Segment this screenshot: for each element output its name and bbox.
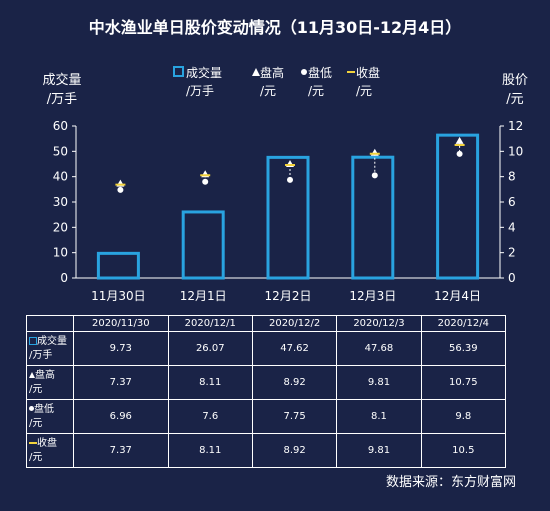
x-tick-label: 12月2日: [265, 289, 312, 303]
table-cell: 7.6: [167, 399, 253, 434]
left-tick-label: 40: [53, 170, 68, 184]
row-label-high: 盘高/元: [26, 365, 74, 400]
legend-unit: /元: [260, 84, 276, 98]
right-tick-label: 6: [508, 195, 516, 209]
legend-dot-icon: [301, 69, 307, 75]
table-row: 成交量/万手 9.73 26.07 47.62 47.68 56.39: [26, 331, 507, 366]
table-cell: 47.62: [251, 331, 338, 366]
table-header: 2020/12/2: [251, 315, 338, 332]
table-row: 盘高/元 7.37 8.11 8.92 9.81 10.75: [26, 365, 507, 400]
legend-unit: /元: [308, 84, 324, 98]
left-tick-label: 30: [53, 195, 68, 209]
right-axis-title: 股价: [502, 73, 528, 88]
legend-unit: /万手: [186, 84, 214, 98]
table-cell: 9.8: [420, 399, 507, 434]
x-tick-label: 12月3日: [349, 289, 396, 303]
legend-label: 盘低: [308, 65, 332, 80]
volume-bar: [266, 155, 310, 280]
triangle-marker-icon: [29, 371, 35, 378]
legend-label: 成交量: [186, 65, 222, 80]
legend-label: 盘高: [260, 65, 284, 80]
table-cell: 26.07: [167, 331, 253, 366]
table-cell: 9.81: [336, 433, 422, 468]
low-point: [202, 178, 209, 185]
box-marker-icon: [29, 336, 37, 345]
right-tick-label: 2: [508, 246, 516, 260]
left-tick-label: 0: [60, 271, 68, 285]
table-header: 2020/12/3: [336, 315, 422, 332]
table-header: 2020/12/1: [167, 315, 253, 332]
legend-label: 收盘: [356, 65, 380, 80]
row-label-low: 盘低/元: [26, 399, 74, 434]
source-note: 数据来源：东方财富网: [385, 475, 516, 490]
low-point: [287, 176, 293, 183]
left-tick-label: 50: [53, 144, 68, 158]
right-tick-label: 8: [508, 170, 516, 184]
legend-triangle-icon: [252, 68, 260, 76]
table-cell: 8.92: [251, 433, 338, 468]
data-table: 2020/11/30 2020/12/1 2020/12/2 2020/12/3…: [26, 315, 507, 468]
dash-marker-icon: [29, 441, 37, 444]
low-point: [456, 150, 463, 157]
table-cell: 7.37: [73, 433, 169, 468]
table-cell: 8.11: [167, 365, 253, 400]
table-cell: 8.11: [167, 433, 253, 468]
high-point: [455, 136, 464, 144]
right-tick-label: 4: [508, 220, 516, 234]
volume-bar: [351, 155, 395, 280]
legend-box-icon: [173, 66, 184, 77]
table-cell: 47.68: [336, 331, 422, 366]
volume-bar: [181, 210, 225, 280]
table-cell: 7.37: [73, 365, 169, 400]
volume-bar: [96, 251, 140, 280]
right-axis-unit: /元: [506, 92, 523, 107]
table-cell: 10.5: [420, 433, 507, 468]
right-tick-label: 12: [508, 119, 523, 133]
left-tick-label: 10: [53, 246, 68, 260]
table-cell: 56.39: [420, 331, 507, 366]
table-cell: 9.81: [336, 365, 422, 400]
table-row: 盘低/元 6.96 7.6 7.75 8.1 9.8: [26, 399, 507, 434]
right-tick-label: 10: [508, 144, 523, 158]
row-label-volume: 成交量/万手: [26, 331, 74, 366]
table-corner: [26, 315, 74, 332]
table-cell: 9.73: [73, 331, 169, 366]
volume-bar: [436, 133, 480, 280]
low-point: [371, 172, 378, 179]
left-axis-unit: /万手: [47, 92, 77, 107]
table-cell: 7.75: [251, 399, 338, 434]
table-cell: 6.96: [73, 399, 169, 434]
legend-unit: /元: [356, 84, 372, 98]
left-axis-title: 成交量: [42, 72, 81, 88]
table-header-row: 2020/11/30 2020/12/1 2020/12/2 2020/12/3…: [26, 315, 507, 332]
dot-marker-icon: [29, 406, 34, 411]
right-tick-label: 0: [508, 271, 516, 285]
chart-title: 中水渔业单日股价变动情况（11月30日-12月4日）: [88, 18, 462, 37]
table-cell: 10.75: [420, 365, 507, 400]
table-header: 2020/11/30: [73, 315, 169, 332]
left-tick-label: 60: [53, 119, 68, 133]
left-tick-label: 20: [53, 220, 68, 234]
x-tick-label: 12月1日: [180, 289, 227, 303]
table-cell: 8.1: [336, 399, 422, 434]
chart-svg: 0 10 20 30 40 50 60 0 2 4 6 8 10 12 成交量/万手 股价/元 成交量/万手 盘高…: [42, 65, 528, 303]
table-row: 收盘/元 7.37 8.11 8.92 9.81 10.5: [26, 433, 507, 468]
row-label-close: 收盘/元: [26, 433, 74, 468]
x-tick-label: 12月4日: [434, 289, 481, 303]
table-header: 2020/12/4: [420, 315, 507, 332]
x-tick-label: 11月30日: [91, 289, 146, 303]
table-cell: 8.92: [251, 365, 338, 400]
low-point: [117, 186, 124, 193]
